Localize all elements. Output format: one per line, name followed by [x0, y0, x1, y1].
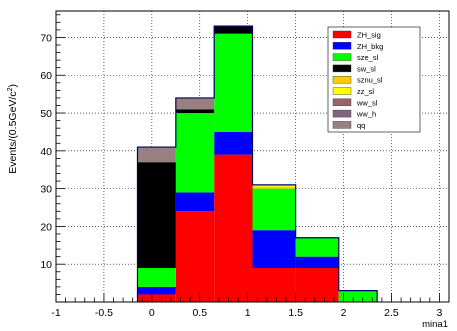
- tick-labels: -1 -0.5 0 0.5 1 1.5 2 2.5 3 10 20 30 40 50 60 70: [40, 32, 442, 319]
- bar-segment-sw-sl: [214, 26, 253, 34]
- stacked-bars: [136, 25, 378, 302]
- legend-swatch: [332, 30, 352, 39]
- plot-frame: [55, 10, 450, 303]
- legend-swatch: [332, 64, 352, 73]
- bar-segment-zh-bkg: [252, 230, 296, 268]
- x-tick-label: 2: [341, 307, 347, 319]
- bar-segment-sze-sl: [338, 290, 378, 302]
- bar-segment-sze-sl: [137, 267, 176, 287]
- bar-segment-zh-bkg: [295, 256, 339, 268]
- bar-segment-zh-bkg: [175, 192, 215, 212]
- histogram-outline: [136, 25, 378, 302]
- bar-segment-zh-sig: [295, 267, 339, 302]
- legend-label: zz_sl: [357, 87, 374, 96]
- y-tick-label: 20: [40, 221, 52, 233]
- y-tick-label: 70: [40, 32, 52, 44]
- y-tick-label: 30: [40, 184, 52, 196]
- axis-ticks: [55, 14, 450, 303]
- bar-segment-zh-bkg: [214, 131, 253, 155]
- x-tick-label: -1: [51, 307, 60, 319]
- bar-segment-sznu-sl: [252, 186, 296, 189]
- x-tick-label: 0: [149, 307, 155, 319]
- legend-swatch: [332, 98, 352, 107]
- legend-label: ww_h: [356, 110, 376, 119]
- legend-label: ZH_sig: [357, 31, 381, 40]
- legend-label: ZH_bkg: [357, 42, 383, 51]
- bar-segment-qq: [175, 97, 215, 110]
- bar-segment-zh-bkg: [137, 286, 176, 295]
- legend-swatch: [332, 109, 352, 118]
- x-tick-label: 1: [245, 307, 251, 319]
- bar-segment-sze-sl: [175, 113, 215, 193]
- y-tick-label: 40: [40, 146, 52, 158]
- bar-segment-zh-sig: [252, 267, 296, 302]
- legend-label: qq: [357, 121, 365, 130]
- y-tick-label: 60: [40, 70, 52, 82]
- x-tick-label: 0.5: [192, 307, 207, 319]
- x-tick-label: 2.5: [384, 307, 399, 319]
- legend-swatch: [332, 75, 352, 84]
- bar-segment-zz-sl: [252, 184, 296, 187]
- x-axis-label: mina1: [422, 319, 448, 330]
- legend-swatch: [332, 121, 352, 129]
- legend-swatch: [332, 87, 352, 95]
- legend-label: sznu_sl: [357, 76, 383, 85]
- legend-swatch: [332, 42, 352, 50]
- y-tick-label: 50: [40, 108, 52, 120]
- bar-segment-sw-sl: [137, 162, 176, 268]
- x-tick-label: 3: [436, 307, 442, 319]
- x-tick-label: -0.5: [95, 307, 113, 319]
- bar-segment-qq: [137, 147, 176, 163]
- bar-segment-sze-sl: [214, 33, 253, 132]
- legend-swatch: [332, 53, 352, 61]
- y-tick-label: 10: [40, 259, 52, 271]
- bar-segment-zh-sig: [214, 154, 253, 302]
- legend: ZH_sig ZH_bkg sze_sl sw_sl sznu_sl zz_sl ww_sl…: [327, 26, 421, 133]
- x-tick-label: 1.5: [288, 307, 303, 319]
- bar-segment-zh-sig: [175, 211, 215, 302]
- y-axis-label: Events/(0.5GeV/c2): [7, 84, 19, 174]
- bar-segment-zh-sig: [137, 294, 176, 302]
- legend-label: sw_sl: [357, 64, 376, 73]
- bar-segment-sw-sl: [175, 109, 215, 114]
- legend-label: sze_sl: [357, 53, 379, 62]
- legend-label: ww_sl: [356, 98, 378, 107]
- bar-segment-sze-sl: [252, 188, 296, 231]
- bar-segment-sze-sl: [295, 237, 339, 257]
